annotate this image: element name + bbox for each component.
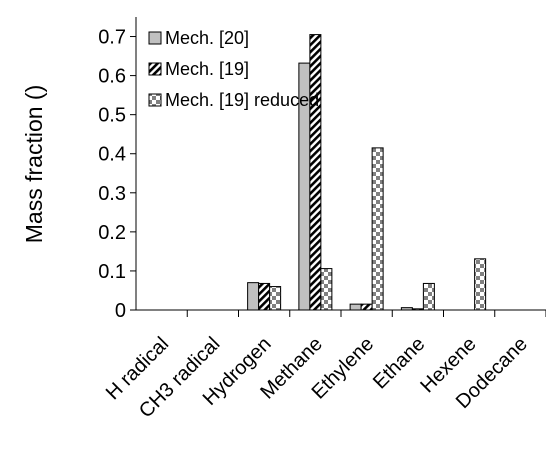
bar-hydrogen-series-2 bbox=[258, 282, 271, 311]
x-axis-ticks bbox=[186, 310, 546, 317]
bar-hydrogen-series-1 bbox=[247, 282, 260, 311]
legend-label: Mech. [19] bbox=[165, 59, 249, 79]
legend-label: Mech. [20] bbox=[165, 28, 249, 48]
bar-ethane-series-3 bbox=[422, 282, 435, 311]
bars-layer bbox=[247, 34, 487, 311]
y-tick-label: 0 bbox=[115, 300, 126, 322]
y-tick-label: 0.7 bbox=[98, 27, 126, 49]
y-tick-label: 0.2 bbox=[98, 222, 126, 244]
y-tick-label: 0.4 bbox=[98, 144, 126, 166]
legend: Mech. [20] Mech. [19] Mech. [19] reduced bbox=[148, 28, 319, 110]
bar-ethylene-series-3 bbox=[371, 147, 384, 311]
y-tick-label: 0.6 bbox=[98, 66, 126, 88]
bar-methane-series-3 bbox=[320, 268, 333, 311]
y-axis-title: Mass fraction () bbox=[21, 85, 47, 243]
legend-swatch bbox=[148, 62, 162, 76]
bar-ethylene-series-1 bbox=[349, 303, 362, 311]
bar-ethylene-series-2 bbox=[360, 303, 373, 311]
y-axis-ticks: 0 0.1 0.2 0.3 0.4 0.5 0.6 0.7 bbox=[98, 27, 136, 322]
legend-label: Mech. [19] reduced bbox=[165, 90, 319, 110]
bar-methane-series-2 bbox=[309, 34, 322, 311]
bar-hexene-series-3 bbox=[474, 258, 487, 311]
bar-hydrogen-series-3 bbox=[269, 286, 282, 311]
legend-swatch bbox=[148, 93, 162, 107]
y-tick-label: 0.3 bbox=[98, 183, 126, 205]
legend-swatch bbox=[148, 31, 162, 45]
y-tick-label: 0.1 bbox=[98, 261, 126, 283]
y-tick-label: 0.5 bbox=[98, 105, 126, 127]
